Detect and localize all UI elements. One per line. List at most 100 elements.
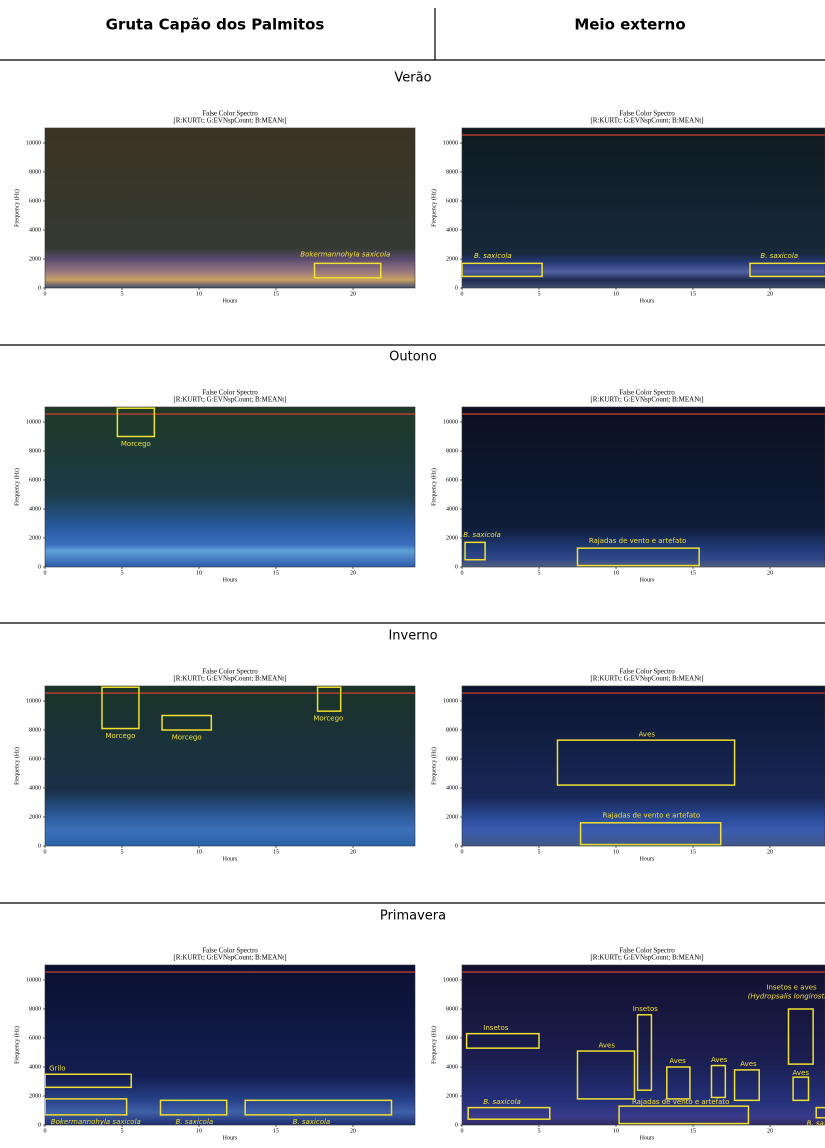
panel-subtitle: [R:KURTt; G:EVNspCount; B:MEANt]	[173, 954, 286, 962]
y-tick-label: 0	[38, 564, 41, 570]
y-tick-label: 4000	[29, 785, 41, 791]
y-tick-label: 8000	[29, 727, 41, 733]
x-tick-label: 5	[538, 1128, 541, 1134]
annotation-box	[45, 1098, 128, 1116]
spectrogram	[462, 686, 825, 846]
y-tick-label: 8000	[29, 1006, 41, 1012]
y-tick-label: 0	[455, 1122, 458, 1128]
y-tick-label: 10000	[26, 419, 41, 425]
x-tick-label: 20	[350, 291, 356, 297]
annotation-label: B. saxicola	[176, 1118, 214, 1126]
y-axis-label: Frequency (Hz)	[13, 189, 20, 227]
x-tick-label: 5	[121, 570, 124, 576]
y-tick-label: 0	[455, 564, 458, 570]
annotation-label: Grilo	[49, 1064, 65, 1072]
plot-frame	[44, 406, 416, 568]
x-axis-label: Hours	[640, 1135, 655, 1141]
y-tick-label: 10000	[26, 698, 41, 704]
panel-title: False Color Spectro	[202, 389, 258, 397]
plot-frame	[461, 406, 825, 568]
annotation-box	[792, 1076, 810, 1102]
annotation-box	[316, 686, 342, 712]
y-tick-label: 4000	[29, 1064, 41, 1070]
y-tick-label: 0	[38, 1122, 41, 1128]
plot-frame	[461, 685, 825, 847]
annotation-label: Bokermannohyla saxicola	[300, 251, 390, 259]
panel-title: False Color Spectro	[202, 668, 258, 676]
x-axis-label: Hours	[223, 856, 238, 862]
x-tick-label: 10	[613, 570, 619, 576]
y-tick-label: 2000	[29, 814, 41, 820]
y-tick-label: 4000	[446, 1064, 458, 1070]
annotation-label: B. saxicola	[474, 252, 512, 260]
x-tick-label: 10	[196, 1128, 202, 1134]
annotation-box	[159, 1099, 228, 1116]
panel-subtitle: [R:KURTt; G:EVNspCount; B:MEANt]	[173, 117, 286, 125]
annotation-label: (Hydropsalis longirostris)	[748, 992, 825, 1000]
y-tick-label: 6000	[29, 756, 41, 762]
y-tick-label: 10000	[26, 140, 41, 146]
annotation-label: Rajadas de vento e artefato	[589, 537, 686, 545]
y-tick-label: 6000	[446, 477, 458, 483]
panel-subtitle: [R:KURTt; G:EVNspCount; B:MEANt]	[173, 675, 286, 683]
y-tick-label: 4000	[446, 227, 458, 233]
spectrogram	[45, 407, 415, 567]
y-tick-label: 0	[455, 285, 458, 291]
season-label: Inverno	[388, 629, 437, 644]
x-tick-label: 0	[461, 291, 464, 297]
y-axis-label: Frequency (Hz)	[13, 747, 20, 785]
annotation-label: Insetos	[483, 1024, 508, 1032]
annotation-box	[666, 1066, 691, 1100]
spectrogram-detail	[45, 692, 415, 694]
spectrogram-detail	[462, 692, 825, 694]
x-tick-label: 20	[350, 570, 356, 576]
annotation-label: B. saxicola	[760, 252, 798, 260]
y-tick-label: 2000	[29, 256, 41, 262]
annotation-box	[576, 1050, 636, 1100]
spectral-line	[462, 413, 825, 415]
y-tick-label: 6000	[446, 756, 458, 762]
y-tick-label: 2000	[446, 1093, 458, 1099]
x-tick-label: 5	[121, 849, 124, 855]
annotations: B. saxicola B. saxicola	[462, 252, 825, 278]
annotations: Morcego	[116, 407, 156, 448]
panel-subtitle: [R:KURTt; G:EVNspCount; B:MEANt]	[590, 954, 703, 962]
y-tick-label: 10000	[443, 419, 458, 425]
annotation-label: Morcego	[313, 714, 343, 722]
column-header: Gruta Capão dos Palmitos	[106, 16, 325, 34]
y-tick-label: 4000	[29, 506, 41, 512]
annotation-box	[636, 1014, 653, 1091]
y-tick-label: 4000	[446, 785, 458, 791]
annotation-label: B. saxicola	[463, 531, 501, 539]
annotation-box	[313, 262, 382, 279]
annotation-box	[576, 547, 700, 567]
x-tick-label: 5	[121, 1128, 124, 1134]
annotation-label: Rajadas de vento e artefato	[603, 812, 700, 820]
y-axis-label: Frequency (Hz)	[430, 747, 437, 785]
annotation-label: Aves	[740, 1060, 757, 1068]
season-label: Primavera	[380, 909, 446, 924]
y-tick-label: 2000	[29, 1093, 41, 1099]
x-axis-label: Hours	[640, 298, 655, 304]
annotation-box	[45, 1073, 132, 1089]
annotation-label: Aves	[669, 1057, 686, 1065]
x-axis-label: Hours	[223, 577, 238, 583]
y-tick-label: 6000	[446, 1035, 458, 1041]
y-tick-label: 0	[38, 843, 41, 849]
y-axis-label: Frequency (Hz)	[13, 1026, 20, 1064]
spectrogram	[462, 128, 825, 288]
annotation-box	[749, 262, 825, 278]
spectrogram	[45, 686, 415, 846]
season-label: Verão	[394, 71, 431, 86]
plot-frame	[461, 964, 825, 1126]
plot-frame	[44, 964, 416, 1126]
plot-frame	[44, 685, 416, 847]
y-tick-label: 6000	[29, 477, 41, 483]
spectral-line	[45, 971, 415, 973]
annotations: B. saxicola Rajadas de vento e artefato	[463, 531, 700, 567]
annotation-box	[556, 739, 736, 786]
annotation-label: Bokermannohyla saxicola	[51, 1118, 141, 1126]
annotation-box	[815, 1106, 825, 1119]
y-tick-label: 6000	[29, 198, 41, 204]
y-tick-label: 0	[455, 843, 458, 849]
